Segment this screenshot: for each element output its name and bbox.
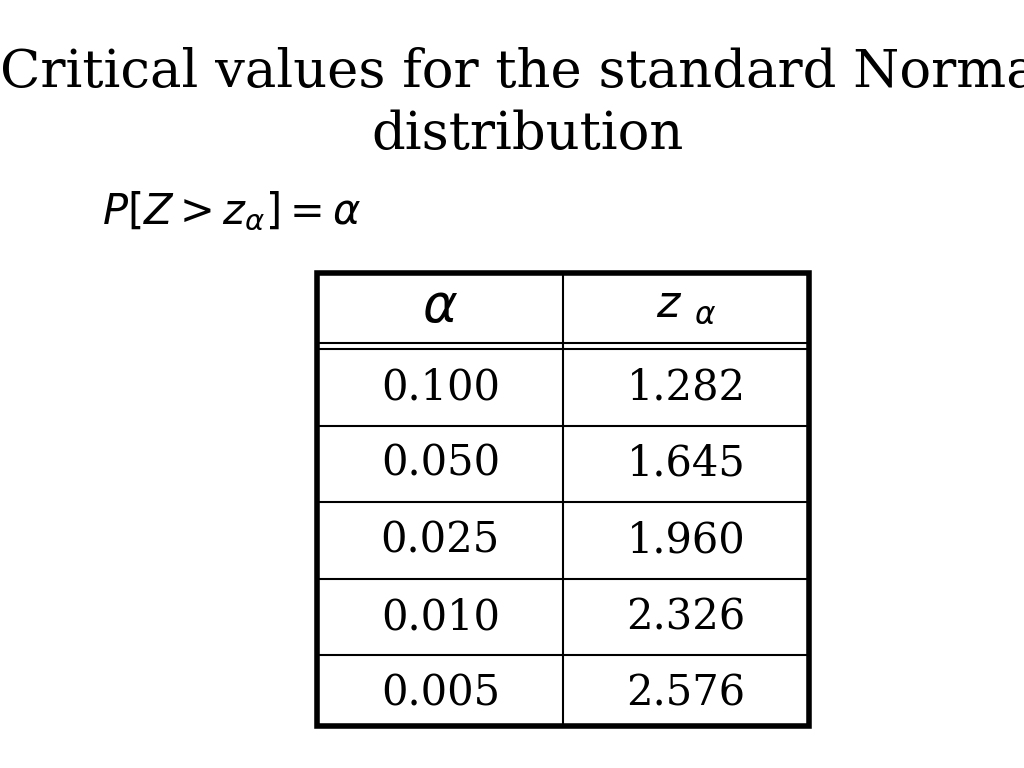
Text: 0.050: 0.050 bbox=[381, 443, 500, 485]
Text: 1.645: 1.645 bbox=[627, 443, 745, 485]
Text: $P[Z > z_\alpha] = \alpha$: $P[Z > z_\alpha] = \alpha$ bbox=[102, 190, 361, 233]
Text: 0.005: 0.005 bbox=[381, 673, 500, 714]
Bar bbox=[317, 273, 809, 726]
Text: 0.010: 0.010 bbox=[381, 596, 500, 638]
Text: Critical values for the standard Normal: Critical values for the standard Normal bbox=[0, 48, 1024, 98]
Text: $\alpha$: $\alpha$ bbox=[422, 283, 459, 333]
Text: 0.025: 0.025 bbox=[381, 519, 500, 561]
Text: 2.326: 2.326 bbox=[627, 596, 745, 638]
Text: 1.960: 1.960 bbox=[627, 519, 745, 561]
Text: $z\ _\alpha$: $z\ _\alpha$ bbox=[655, 283, 717, 326]
Text: 1.282: 1.282 bbox=[627, 366, 745, 409]
Text: 2.576: 2.576 bbox=[627, 673, 745, 714]
Text: 0.100: 0.100 bbox=[381, 366, 500, 409]
Text: distribution: distribution bbox=[371, 109, 684, 160]
